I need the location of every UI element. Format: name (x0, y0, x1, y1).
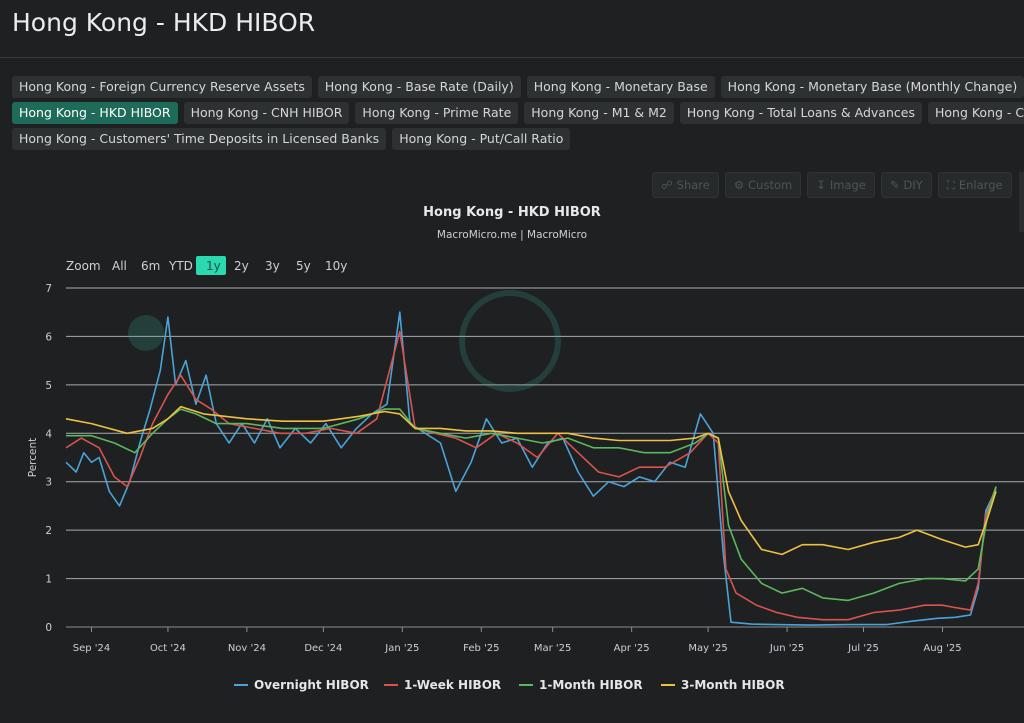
zoom-option-ytd[interactable]: YTD (168, 259, 193, 273)
x-tick-label: May '25 (688, 643, 727, 654)
chart-container: Hong Kong - HKD HIBOR MacroMicro.me | Mac… (0, 196, 1024, 719)
tab-hong-kong-base-rate-daily[interactable]: Hong Kong - Base Rate (Daily) (317, 76, 521, 98)
zoom-option-2y[interactable]: 2y (234, 259, 249, 273)
legend-item-1-month-hibor[interactable]: 1-Month HIBOR (539, 678, 643, 692)
tab-row-1: Hong Kong - Foreign Currency Reserve Ass… (12, 76, 1024, 98)
zoom-option-10y[interactable]: 10y (325, 259, 347, 273)
x-tick-label: Feb '25 (463, 643, 499, 654)
series-line-1-month-hibor (66, 408, 997, 602)
tab-hong-kong-m1-m2[interactable]: Hong Kong - M1 & M2 (524, 102, 674, 124)
zoom-option-all[interactable]: All (112, 259, 127, 273)
legend-item-1-week-hibor[interactable]: 1-Week HIBOR (404, 678, 501, 692)
zoom-selected-bg (196, 256, 226, 275)
tab-hong-kong-customers-time-deposits-in-licensed-banks[interactable]: Hong Kong - Customers' Time Deposits in … (12, 128, 387, 150)
page-title: Hong Kong - HKD HIBOR (12, 8, 316, 37)
enlarge-button[interactable]: ⛶ Enlarge (937, 172, 1012, 198)
chart-title: Hong Kong - HKD HIBOR (423, 205, 601, 220)
gear-icon: ⚙ (733, 178, 745, 192)
tab-row-3: Hong Kong - Customers' Time Deposits in … (12, 128, 1024, 150)
tab-hong-kong-foreign-currency-reserve-assets[interactable]: Hong Kong - Foreign Currency Reserve Ass… (12, 76, 312, 98)
enlarge-label: Enlarge (958, 178, 1003, 192)
y-tick-label: 7 (45, 283, 52, 295)
tab-row-2: Hong Kong - HKD HIBOR Hong Kong - CNH HIB… (12, 102, 1024, 124)
tab-hong-kong-put-call-ratio[interactable]: Hong Kong - Put/Call Ratio (392, 128, 571, 150)
x-tick-label: Mar '25 (534, 643, 572, 654)
diy-button[interactable]: ✎ DIY (880, 172, 932, 198)
y-axis-label: Percent (27, 438, 39, 478)
x-tick-label: Dec '24 (304, 643, 342, 654)
chart-subtitle: MacroMicro.me | MacroMicro (437, 229, 587, 241)
series-line-1-week-hibor (65, 330, 997, 621)
tab-hong-kong-monetary-base[interactable]: Hong Kong - Monetary Base (526, 76, 715, 98)
tab-hong-kong-total-loans-advances[interactable]: Hong Kong - Total Loans & Advances (679, 102, 922, 124)
watermark (128, 290, 561, 392)
macromicro-logo-icon (128, 315, 164, 351)
x-tick-label: Oct '24 (150, 643, 186, 654)
expand-icon: ⛶ (946, 178, 955, 192)
page-header: Hong Kong - HKD HIBOR (0, 0, 1024, 58)
x-tick-label: Aug '25 (923, 643, 961, 654)
custom-label: Custom (748, 178, 793, 192)
share-label: Share (676, 178, 710, 192)
tab-hong-kong-monetary-base-monthly-change[interactable]: Hong Kong - Monetary Base (Monthly Chang… (720, 76, 1024, 98)
x-tick-label: Jun '25 (769, 643, 804, 654)
x-tick-label: Sep '24 (73, 643, 111, 654)
diy-label: DIY (903, 178, 923, 192)
tab-hong-kong-cnh-hibor[interactable]: Hong Kong - CNH HIBOR (183, 102, 350, 124)
baby-kingdom-logo-icon (459, 290, 561, 392)
series-line-overnight-hibor (65, 311, 997, 626)
y-tick-label: 5 (45, 380, 52, 392)
share-icon: ☍ (661, 178, 673, 192)
image-label: Image (829, 178, 866, 192)
zoom-option-6m[interactable]: 6m (141, 259, 160, 273)
y-tick-label: 6 (45, 331, 52, 343)
y-tick-label: 2 (45, 525, 52, 537)
side-panel-handle[interactable] (1019, 172, 1024, 232)
chart-toolbar: ☍ Share ⚙ Custom ↧ Image ✎ DIY ⛶ Enlarge (652, 172, 1012, 198)
download-icon: ↧ (816, 178, 826, 192)
x-tick-label: Jan '25 (384, 643, 419, 654)
tab-hong-kong-customers-deposits[interactable]: Hong Kong - Customers' Deposits (927, 102, 1024, 124)
zoom-option-1y[interactable]: 1y (206, 259, 221, 273)
tab-bar: Hong Kong - Foreign Currency Reserve Ass… (12, 76, 1024, 154)
y-tick-label: 4 (45, 428, 52, 440)
legend-item-3-month-hibor[interactable]: 3-Month HIBOR (681, 678, 785, 692)
x-tick-label: Nov '24 (228, 643, 266, 654)
x-tick-label: Jul '25 (847, 643, 879, 654)
y-tick-label: 3 (45, 477, 52, 489)
share-button[interactable]: ☍ Share (652, 172, 719, 198)
x-tick-label: Apr '25 (614, 643, 650, 654)
custom-button[interactable]: ⚙ Custom (724, 172, 802, 198)
tab-hong-kong-hkd-hibor[interactable]: Hong Kong - HKD HIBOR (12, 102, 178, 124)
zoom-label: Zoom (66, 259, 101, 273)
series-line-3-month-hibor (65, 405, 997, 556)
y-tick-label: 0 (45, 622, 52, 634)
legend-item-overnight-hibor[interactable]: Overnight HIBOR (254, 678, 369, 692)
hibor-chart: Hong Kong - HKD HIBOR MacroMicro.me | Mac… (27, 205, 1024, 692)
zoom-option-5y[interactable]: 5y (296, 259, 311, 273)
image-button[interactable]: ↧ Image (807, 172, 875, 198)
tab-hong-kong-prime-rate[interactable]: Hong Kong - Prime Rate (355, 102, 519, 124)
pencil-icon: ✎ (889, 178, 900, 192)
zoom-option-3y[interactable]: 3y (265, 259, 280, 273)
y-tick-label: 1 (45, 574, 52, 586)
